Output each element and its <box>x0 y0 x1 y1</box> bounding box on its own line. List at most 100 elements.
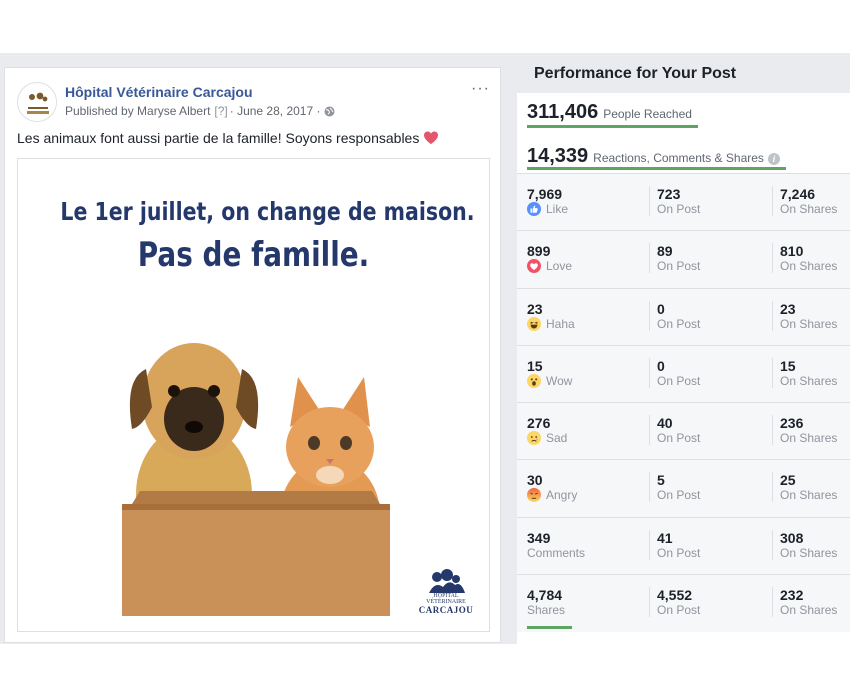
post-image[interactable]: Le 1er juillet, on change de maison. Pas… <box>17 158 490 632</box>
sad-on-post: 40 <box>657 415 673 431</box>
row-angry: 30 Angry 5 On Post 25 On Shares <box>517 460 850 518</box>
image-headline-line2: Pas de famille. <box>137 235 370 275</box>
shares-on-post: 4,552 <box>657 586 693 603</box>
page-name-link[interactable]: Hôpital Vétérinaire Carcajou <box>65 84 253 100</box>
on-shares-label: On Shares <box>780 373 838 388</box>
angry-total-cell: 30 Angry <box>527 472 578 503</box>
angry-label-wrap: Angry <box>527 488 578 503</box>
column-separator <box>649 357 650 388</box>
help-marker[interactable]: [?] <box>214 104 228 118</box>
on-post-label: On Post <box>657 259 701 274</box>
like-on-post-cell: 723 On Post <box>657 186 700 216</box>
like-total-cell: 7,969 Like <box>527 186 568 216</box>
shares-on-shares-cell: 232 On Shares <box>780 587 837 617</box>
column-separator <box>772 300 773 331</box>
row-wow: 15 Wow 0 On Post 15 On Shares <box>517 345 850 403</box>
sad-total-cell: 276 Sad <box>527 415 567 445</box>
haha-on-post: 0 <box>657 300 665 317</box>
love-on-post-cell: 89 On Post <box>657 243 700 273</box>
panel-title: Performance for Your Post <box>534 65 737 82</box>
breakdown-rows: 7,969 Like 723 On Post 7,246 On <box>517 174 850 632</box>
haha-on-post-cell: 0 On Post <box>657 301 700 331</box>
wow-on-shares: 15 <box>780 357 796 374</box>
post-message-text: Les animaux font aussi partie de la fami… <box>17 130 420 146</box>
more-options-button[interactable]: ··· <box>471 80 490 97</box>
image-headline-line1: Le 1er juillet, on change de maison. <box>60 197 475 226</box>
engagement-underline <box>527 167 786 170</box>
like-on-shares-cell: 7,246 On Shares <box>780 186 837 216</box>
wow-total-cell: 15 Wow <box>527 358 572 388</box>
love-label: Love <box>546 259 573 274</box>
wow-total: 15 <box>527 357 543 374</box>
shares-on-post-cell: 4,552 On Post <box>657 587 700 617</box>
sad-on-post-cell: 40 On Post <box>657 415 700 445</box>
shares-total-cell: 4,784 Shares <box>527 587 565 617</box>
column-separator <box>649 186 650 216</box>
like-total: 7,969 <box>527 186 563 202</box>
like-on-post: 723 <box>657 186 681 202</box>
haha-total-cell: 23 Haha <box>527 301 575 331</box>
wow-icon <box>527 373 541 388</box>
column-separator <box>772 357 773 388</box>
angry-label: Angry <box>546 488 578 503</box>
column-separator <box>772 243 773 274</box>
people-reached-underline <box>527 125 698 128</box>
row-sad: 276 Sad 40 On Post 236 On Share <box>517 403 850 461</box>
post-card: Hôpital Vétérinaire Carcajou Published b… <box>4 67 501 643</box>
column-separator <box>772 586 773 617</box>
on-shares-label: On Shares <box>780 202 838 216</box>
angry-on-shares: 25 <box>780 472 796 489</box>
sad-label-wrap: Sad <box>527 431 567 445</box>
haha-label: Haha <box>546 316 575 331</box>
row-like: 7,969 Like 723 On Post 7,246 On <box>517 174 850 232</box>
angry-icon <box>527 488 541 503</box>
love-on-post: 89 <box>657 243 673 260</box>
like-icon <box>527 202 541 216</box>
post-meta: Published by Maryse Albert [?] · June 28… <box>65 104 335 118</box>
post-date[interactable]: · June 28, 2017 · <box>229 104 321 118</box>
info-icon[interactable]: i <box>767 153 780 165</box>
on-shares-label: On Shares <box>780 488 838 503</box>
on-shares-label: On Shares <box>780 602 838 617</box>
post-message: Les animaux font aussi partie de la fami… <box>17 130 439 146</box>
shares-total: 4,784 <box>527 586 563 603</box>
like-label: Like <box>546 202 569 216</box>
on-shares-label: On Shares <box>780 545 838 560</box>
haha-icon <box>527 316 541 331</box>
heart-emoji-icon <box>423 130 439 146</box>
panel-body: 311,406 People Reached 14,339 Reactions,… <box>517 93 850 644</box>
comments-on-shares-cell: 308 On Shares <box>780 530 837 560</box>
watermark-line1: HÔPITAL VÉTÉRINAIRE <box>426 593 466 605</box>
haha-label-wrap: Haha <box>527 316 575 331</box>
angry-total: 30 <box>527 472 543 489</box>
sad-on-shares: 236 <box>780 415 804 431</box>
publisher-text[interactable]: Published by Maryse Albert <box>65 104 211 118</box>
people-reached-label: People Reached <box>603 107 692 121</box>
on-post-label: On Post <box>657 545 701 560</box>
love-label-wrap: Love <box>527 259 573 274</box>
on-post-label: On Post <box>657 602 701 617</box>
on-post-label: On Post <box>657 316 701 331</box>
column-separator <box>649 415 650 445</box>
angry-on-shares-cell: 25 On Shares <box>780 472 837 502</box>
clinic-logo-icon <box>19 84 56 121</box>
column-separator <box>649 300 650 331</box>
page-avatar[interactable] <box>17 82 57 122</box>
people-reached: 311,406 People Reached <box>527 101 692 124</box>
column-separator <box>649 243 650 274</box>
love-total: 899 <box>527 243 551 260</box>
on-post-label: On Post <box>657 202 701 216</box>
love-icon <box>527 259 541 274</box>
row-haha: 23 Haha 0 On Post 23 On Shares <box>517 288 850 346</box>
engagement-value: 14,339 <box>527 145 589 167</box>
sad-label: Sad <box>546 431 568 445</box>
globe-icon <box>324 106 335 117</box>
comments-on-post: 41 <box>657 529 673 546</box>
column-separator <box>772 186 773 216</box>
wow-on-post-cell: 0 On Post <box>657 358 700 388</box>
row-comments: 349 Comments 41 On Post 308 On Shares <box>517 517 850 575</box>
sad-on-shares-cell: 236 On Shares <box>780 415 837 445</box>
comments-on-shares: 308 <box>780 529 804 546</box>
row-love: 899 Love 89 On Post 810 On Shar <box>517 231 850 289</box>
puppy-kitten-box-illustration <box>122 343 390 616</box>
